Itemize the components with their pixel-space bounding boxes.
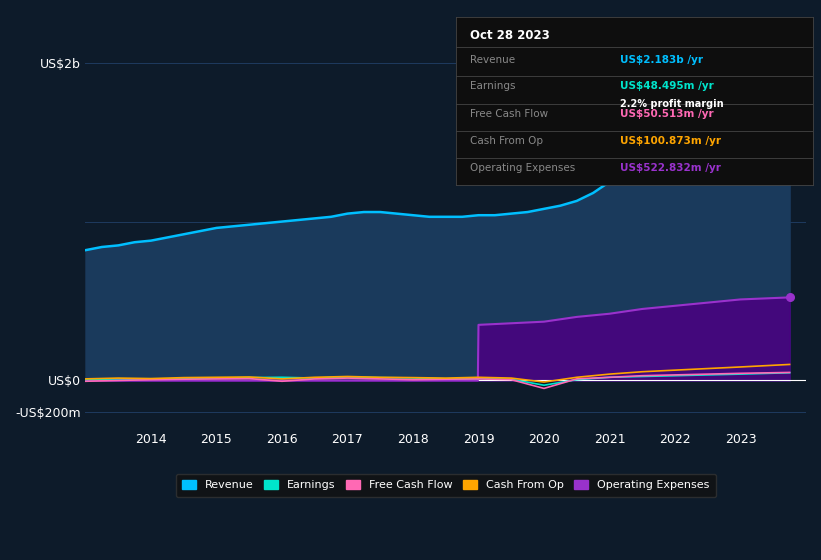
Text: Free Cash Flow: Free Cash Flow xyxy=(470,109,548,119)
Text: US$2.183b /yr: US$2.183b /yr xyxy=(620,55,703,66)
Legend: Revenue, Earnings, Free Cash Flow, Cash From Op, Operating Expenses: Revenue, Earnings, Free Cash Flow, Cash … xyxy=(176,474,716,497)
Point xyxy=(783,29,796,38)
Text: Operating Expenses: Operating Expenses xyxy=(470,163,576,173)
Text: US$48.495m /yr: US$48.495m /yr xyxy=(620,81,713,91)
Text: 2.2% profit margin: 2.2% profit margin xyxy=(620,99,723,109)
Text: US$100.873m /yr: US$100.873m /yr xyxy=(620,136,721,146)
Text: Oct 28 2023: Oct 28 2023 xyxy=(470,29,550,41)
Text: US$50.513m /yr: US$50.513m /yr xyxy=(620,109,713,119)
Text: Revenue: Revenue xyxy=(470,55,515,66)
Point xyxy=(783,293,796,302)
Text: US$522.832m /yr: US$522.832m /yr xyxy=(620,163,721,173)
Text: Earnings: Earnings xyxy=(470,81,516,91)
Text: Cash From Op: Cash From Op xyxy=(470,136,543,146)
